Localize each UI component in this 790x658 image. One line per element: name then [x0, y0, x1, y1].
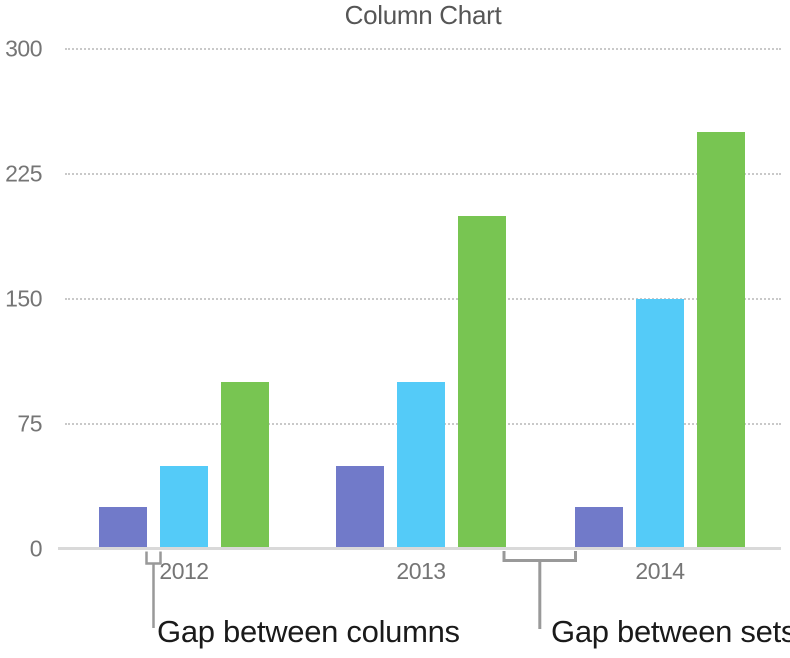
gridline: [65, 173, 781, 175]
gridline: [65, 298, 781, 300]
y-axis-tick-label: 75: [17, 410, 42, 437]
gap-between-columns-label: Gap between columns: [157, 614, 460, 649]
x-axis-label: 2012: [159, 558, 209, 584]
bar: [99, 507, 147, 549]
gridline: [65, 48, 781, 50]
y-axis-tick-label: 225: [5, 160, 42, 187]
gap-columns-bracket-icon: [145, 551, 162, 565]
bar: [397, 382, 445, 549]
x-axis-line: [58, 547, 781, 550]
plot-area: [65, 48, 781, 549]
bar: [575, 507, 623, 549]
x-axis-label: 2014: [635, 558, 685, 584]
y-axis-tick-label: 300: [5, 35, 42, 62]
bar: [697, 132, 745, 549]
y-axis-tick-label: 0: [29, 535, 43, 562]
bar: [221, 382, 269, 549]
bar: [160, 465, 208, 549]
bar: [458, 215, 506, 549]
gap-between-sets-label: Gap between sets: [551, 614, 790, 649]
bar: [336, 465, 384, 549]
gap-sets-bracket-icon: [502, 551, 577, 562]
x-axis-label: 2013: [396, 558, 446, 584]
bar: [636, 299, 684, 549]
chart-title: Column Chart: [344, 0, 502, 30]
y-axis-tick-label: 150: [5, 285, 42, 312]
